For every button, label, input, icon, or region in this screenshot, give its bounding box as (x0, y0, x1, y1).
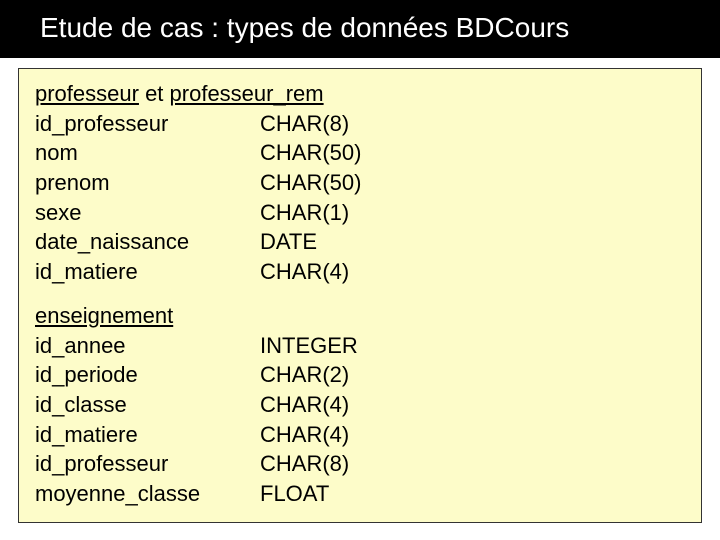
table-row: date_naissance DATE (35, 227, 685, 257)
table-row: id_matiere CHAR(4) (35, 257, 685, 287)
field-type: CHAR(50) (260, 138, 685, 168)
table-row: nom CHAR(50) (35, 138, 685, 168)
field-name: id_classe (35, 390, 260, 420)
table-row: sexe CHAR(1) (35, 198, 685, 228)
field-type: INTEGER (260, 331, 685, 361)
field-name: moyenne_classe (35, 479, 260, 509)
field-name: nom (35, 138, 260, 168)
section1-heading-a: professeur (35, 81, 139, 106)
slide-title: Etude de cas : types de données BDCours (40, 12, 720, 44)
section1-sep: et (139, 81, 170, 106)
field-type: CHAR(8) (260, 449, 685, 479)
section-gap (35, 287, 685, 301)
field-type: DATE (260, 227, 685, 257)
table-row: id_classe CHAR(4) (35, 390, 685, 420)
section1-heading-b: professeur_rem (170, 81, 324, 106)
content-panel: professeur et professeur_rem id_professe… (18, 68, 702, 523)
field-name: id_professeur (35, 449, 260, 479)
field-name: prenom (35, 168, 260, 198)
slide-header: Etude de cas : types de données BDCours (0, 0, 720, 58)
field-type: CHAR(2) (260, 360, 685, 390)
field-name: id_annee (35, 331, 260, 361)
field-name: id_matiere (35, 420, 260, 450)
table-row: id_professeur CHAR(8) (35, 449, 685, 479)
field-type: CHAR(4) (260, 257, 685, 287)
field-type: CHAR(8) (260, 109, 685, 139)
table-row: moyenne_classe FLOAT (35, 479, 685, 509)
section1-heading: professeur et professeur_rem (35, 79, 685, 109)
table-row: id_professeur CHAR(8) (35, 109, 685, 139)
field-type: CHAR(1) (260, 198, 685, 228)
field-name: sexe (35, 198, 260, 228)
field-name: id_professeur (35, 109, 260, 139)
field-type: CHAR(4) (260, 420, 685, 450)
field-type: CHAR(4) (260, 390, 685, 420)
table-row: id_annee INTEGER (35, 331, 685, 361)
section2-heading: enseignement (35, 301, 685, 331)
field-type: FLOAT (260, 479, 685, 509)
table-row: id_periode CHAR(2) (35, 360, 685, 390)
field-name: id_matiere (35, 257, 260, 287)
field-type: CHAR(50) (260, 168, 685, 198)
table-row: id_matiere CHAR(4) (35, 420, 685, 450)
table-row: prenom CHAR(50) (35, 168, 685, 198)
field-name: id_periode (35, 360, 260, 390)
field-name: date_naissance (35, 227, 260, 257)
